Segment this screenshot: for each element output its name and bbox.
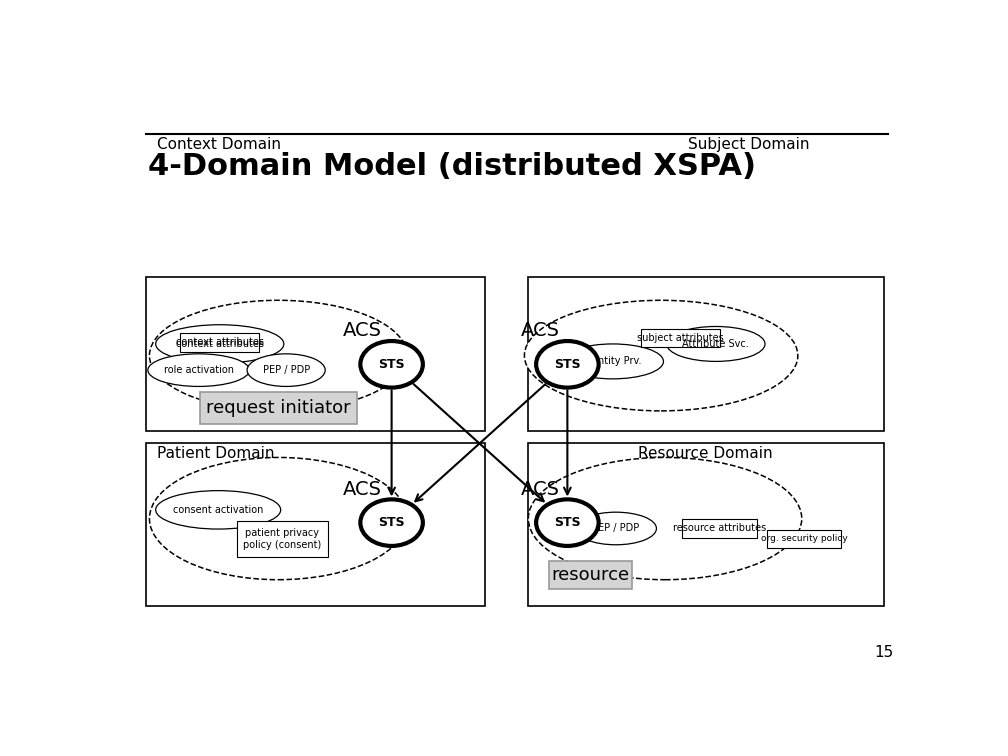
Text: PEP / PDP: PEP / PDP [592, 523, 639, 534]
FancyBboxPatch shape [641, 329, 720, 348]
Text: STS: STS [378, 516, 405, 529]
Text: Context Domain: Context Domain [157, 138, 281, 152]
Bar [528, 277, 884, 431]
Ellipse shape [155, 325, 284, 363]
Ellipse shape [561, 344, 663, 379]
Text: consent activation: consent activation [173, 505, 263, 515]
Text: Patient Domain: Patient Domain [157, 446, 275, 461]
Text: STS: STS [378, 358, 405, 370]
Ellipse shape [528, 457, 801, 580]
Circle shape [361, 500, 423, 546]
Text: Attribute Svc.: Attribute Svc. [682, 339, 749, 349]
Text: resource attributes: resource attributes [673, 523, 766, 534]
Ellipse shape [149, 457, 407, 580]
FancyBboxPatch shape [549, 561, 632, 589]
Text: STS: STS [554, 358, 581, 370]
Circle shape [361, 341, 423, 388]
Bar [145, 277, 485, 431]
FancyBboxPatch shape [237, 521, 328, 556]
Text: 4-Domain Model (distributed XSPA): 4-Domain Model (distributed XSPA) [148, 152, 756, 181]
Text: ACS: ACS [343, 480, 382, 500]
Bar [528, 443, 884, 606]
Text: context attributes: context attributes [175, 337, 264, 347]
Text: subject attributes: subject attributes [637, 333, 724, 343]
FancyBboxPatch shape [180, 333, 259, 352]
Text: context attributes: context attributes [175, 339, 264, 349]
Text: ACS: ACS [343, 321, 382, 340]
Text: Subject Domain: Subject Domain [688, 138, 810, 152]
Text: ACS: ACS [520, 321, 559, 340]
Circle shape [536, 500, 599, 546]
Ellipse shape [155, 491, 280, 529]
Text: 15: 15 [874, 645, 893, 660]
Text: ACS: ACS [520, 480, 559, 500]
Text: Resource Domain: Resource Domain [638, 446, 772, 461]
Bar [145, 443, 485, 606]
Text: org. security policy: org. security policy [761, 534, 848, 544]
FancyBboxPatch shape [767, 530, 841, 548]
Ellipse shape [524, 300, 798, 411]
Ellipse shape [247, 354, 326, 386]
Text: patient privacy
policy (consent): patient privacy policy (consent) [243, 528, 322, 550]
Text: STS: STS [554, 516, 581, 529]
Text: PEP / PDP: PEP / PDP [262, 365, 309, 375]
FancyBboxPatch shape [200, 392, 357, 423]
Ellipse shape [576, 512, 656, 545]
Text: request initiator: request initiator [206, 399, 351, 417]
Text: role activation: role activation [163, 365, 234, 375]
Text: resource: resource [551, 566, 630, 584]
Ellipse shape [149, 300, 407, 411]
Ellipse shape [148, 354, 249, 386]
Ellipse shape [666, 327, 765, 361]
Text: Identity Prv.: Identity Prv. [584, 356, 642, 367]
FancyBboxPatch shape [682, 519, 757, 538]
Circle shape [536, 341, 599, 388]
